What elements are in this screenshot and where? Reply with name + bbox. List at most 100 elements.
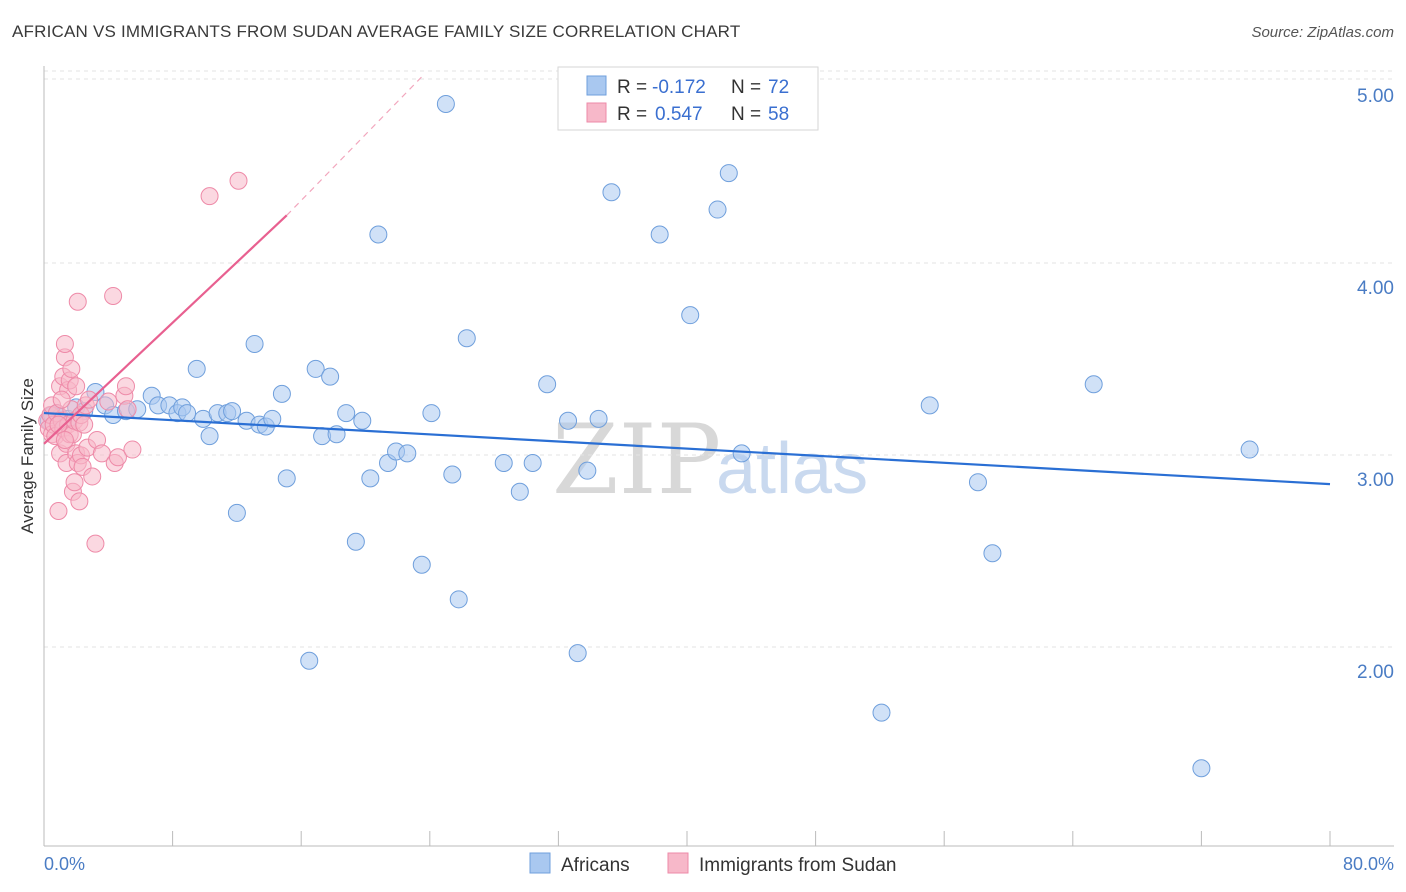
legend-r-value-sudan: 0.547: [655, 104, 703, 125]
point-africans: [538, 375, 557, 394]
legend-swatch-africans: [586, 75, 607, 96]
point-sudan: [65, 473, 84, 492]
point-africans: [277, 469, 296, 488]
point-africans: [178, 404, 197, 423]
point-africans: [650, 225, 669, 244]
point-africans: [361, 469, 380, 488]
point-africans: [245, 334, 264, 353]
point-africans: [443, 465, 462, 484]
y-tick-label: 2.00: [1357, 662, 1394, 683]
legend-n-label-sudan: N =: [731, 104, 761, 125]
point-africans: [422, 404, 441, 423]
point-sudan: [52, 390, 71, 409]
y-tick-label: 3.00: [1357, 470, 1394, 491]
point-africans: [732, 444, 751, 463]
x-tick-label-min: 0.0%: [44, 854, 85, 874]
point-africans: [872, 703, 891, 722]
point-africans: [369, 225, 388, 244]
point-sudan: [67, 377, 86, 396]
point-africans: [321, 367, 340, 386]
point-africans: [200, 427, 219, 446]
point-africans: [681, 306, 700, 325]
point-sudan: [55, 430, 74, 449]
legend-r-label-sudan: R =: [617, 104, 647, 125]
point-sudan: [229, 171, 248, 190]
point-sudan: [86, 534, 105, 553]
data-points: [38, 94, 1259, 778]
trend-line-sudan-extension: [286, 74, 424, 216]
point-africans: [1084, 375, 1103, 394]
point-africans: [223, 402, 242, 421]
y-tick-label: 4.00: [1357, 278, 1394, 299]
point-sudan: [49, 502, 68, 520]
point-africans: [187, 359, 206, 378]
point-africans: [306, 359, 325, 378]
point-africans: [337, 404, 356, 423]
trend-line-sudan: [43, 214, 288, 445]
grid: [44, 70, 1394, 648]
point-sudan: [70, 492, 89, 511]
x-tick-label-max: 80.0%: [1343, 854, 1394, 874]
legend-swatch-sudan: [586, 102, 607, 123]
point-africans: [983, 544, 1002, 563]
trend-line-africans: [43, 411, 1331, 486]
watermark-atlas: atlas: [716, 429, 868, 509]
point-africans: [412, 555, 431, 574]
point-africans: [449, 590, 468, 609]
point-africans: [559, 411, 578, 430]
y-tick-label: 5.00: [1357, 86, 1394, 107]
point-africans: [568, 644, 587, 663]
legend-r-value-africans: -0.172: [652, 77, 706, 98]
y-tick-labels: 2.00 3.00 4.00 5.00: [1357, 86, 1394, 683]
y-axis-title: Average Family Size: [18, 378, 37, 534]
chart-title: AFRICAN VS IMMIGRANTS FROM SUDAN AVERAGE…: [12, 22, 741, 41]
point-africans: [457, 329, 476, 348]
point-africans: [227, 503, 246, 522]
legend-r-label-africans: R =: [617, 77, 647, 98]
point-africans: [494, 454, 513, 472]
watermark-zip: ZIP: [552, 404, 721, 516]
point-africans: [1240, 440, 1259, 459]
point-sudan: [49, 415, 68, 434]
legend-top: R = -0.172 N = 72 R = 0.547 N = 58: [557, 66, 819, 131]
legend-n-label-africans: N =: [731, 77, 761, 98]
point-africans: [1192, 759, 1211, 778]
legend-bottom-swatch-africans: [529, 852, 551, 874]
point-sudan: [83, 467, 102, 486]
point-sudan: [118, 400, 137, 419]
point-africans: [353, 411, 372, 430]
point-sudan: [123, 440, 142, 459]
point-sudan: [108, 448, 127, 467]
point-africans: [602, 183, 621, 202]
point-africans: [968, 473, 987, 492]
point-africans: [346, 532, 365, 551]
point-sudan: [55, 334, 74, 353]
point-sudan: [99, 392, 118, 411]
point-africans: [523, 454, 542, 472]
x-ticks: [43, 831, 1331, 846]
point-sudan: [104, 286, 123, 305]
point-africans: [436, 94, 455, 113]
point-africans: [272, 384, 291, 403]
legend-n-value-africans: 72: [768, 77, 789, 98]
legend-bottom-label-sudan: Immigrants from Sudan: [699, 855, 896, 876]
legend-n-value-sudan: 58: [768, 104, 789, 125]
legend-bottom-swatch-sudan: [667, 852, 689, 874]
source-credit: Source: ZipAtlas.com: [1251, 24, 1394, 41]
point-africans: [578, 461, 597, 480]
point-sudan: [62, 359, 81, 378]
point-africans: [920, 396, 939, 415]
point-africans: [719, 164, 738, 183]
watermark: ZIP atlas: [552, 404, 868, 516]
point-africans: [398, 444, 417, 463]
point-africans: [510, 482, 529, 501]
point-sudan: [68, 292, 87, 311]
point-sudan: [116, 377, 135, 396]
point-sudan: [80, 390, 99, 409]
point-africans: [263, 409, 282, 428]
point-africans: [300, 651, 319, 670]
point-sudan: [75, 415, 94, 434]
axes: [43, 66, 1394, 847]
legend-bottom-label-africans: Africans: [561, 855, 630, 876]
